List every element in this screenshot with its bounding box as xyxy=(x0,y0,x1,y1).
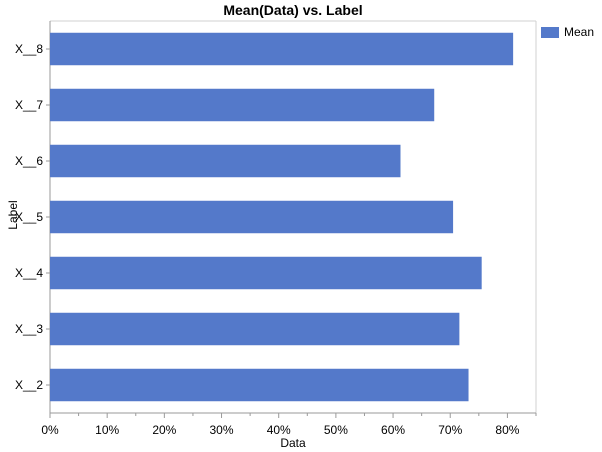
y-tick-label: X__8 xyxy=(15,42,43,56)
bar-X__8 xyxy=(50,32,514,66)
x-tick-label: 40% xyxy=(267,423,291,437)
bar-X__7 xyxy=(50,88,435,122)
x-tick-label: 80% xyxy=(495,423,519,437)
x-tick-label: 20% xyxy=(152,423,176,437)
x-axis-label: Data xyxy=(280,436,306,450)
y-tick-label: X__6 xyxy=(15,154,43,168)
legend: Mean xyxy=(541,25,594,39)
y-tick-label: X__4 xyxy=(15,266,43,280)
bar-X__4 xyxy=(50,256,482,290)
bar-X__6 xyxy=(50,144,401,178)
x-tick-label: 50% xyxy=(324,423,348,437)
chart-title: Mean(Data) vs. Label xyxy=(223,2,363,18)
x-tick-label: 60% xyxy=(381,423,405,437)
bar-X__2 xyxy=(50,368,469,402)
y-tick-label: X__2 xyxy=(15,378,43,392)
bar-X__3 xyxy=(50,312,460,346)
bar-X__5 xyxy=(50,200,454,234)
y-tick-label: X__3 xyxy=(15,322,43,336)
x-tick-label: 30% xyxy=(210,423,234,437)
x-tick-label: 10% xyxy=(95,423,119,437)
y-axis-label: Label xyxy=(6,200,20,230)
legend-swatch xyxy=(541,26,559,38)
x-tick-label: 70% xyxy=(438,423,462,437)
y-tick-label: X__5 xyxy=(15,210,43,224)
legend-label: Mean xyxy=(564,25,595,39)
x-tick-label: 0% xyxy=(41,423,59,437)
y-tick-label: X__7 xyxy=(15,98,43,112)
